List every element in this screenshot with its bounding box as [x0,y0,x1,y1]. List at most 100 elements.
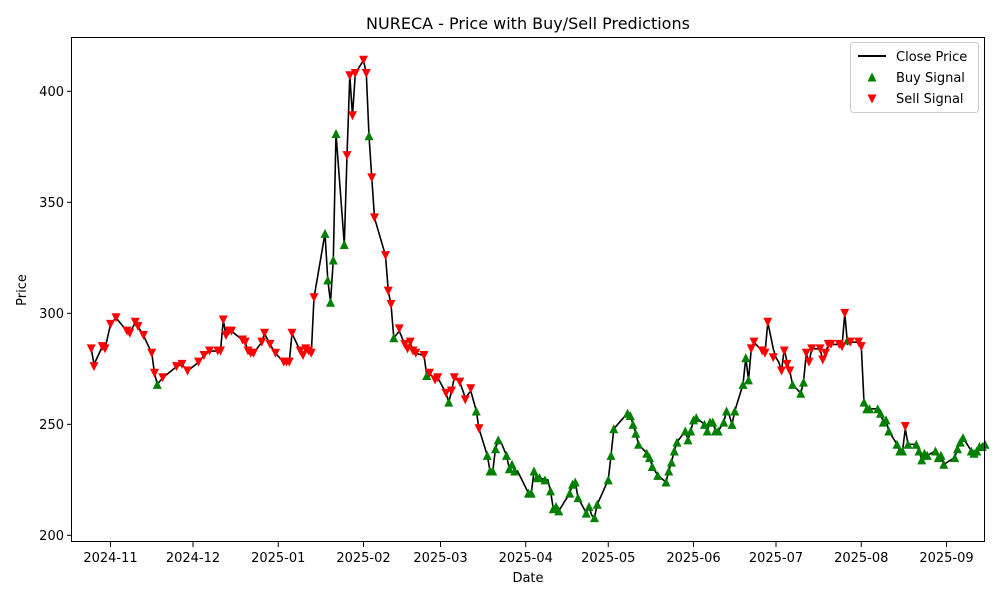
buy-signal-marker [573,493,583,503]
sell-signal-marker [749,337,759,347]
buy-signal-marker [686,426,696,436]
buy-signal-marker [744,375,753,385]
sell-signal-marker [287,328,297,338]
buy-signal-marker [444,397,454,407]
legend-label-close: Close Price [896,50,967,65]
sell-signal-marker [227,326,236,336]
buy-signal-marker [326,297,335,307]
sell-signal-marker [815,344,825,354]
sell-signal-marker [139,331,148,341]
sell-signal-marker [837,342,847,352]
sell-signal-marker [86,344,96,354]
sell-signal-marker [350,69,360,79]
buy-signal-marker [603,475,613,485]
buy-signal-marker [884,426,894,436]
buy-signal-marker [535,473,544,483]
buy-signal-marker [339,239,349,249]
sell-signal-marker [89,362,99,372]
sell-signal-marker [474,424,484,434]
sell-signal-marker [801,348,811,358]
sell-signal-marker [284,357,294,367]
buy-signal-marker [672,437,682,447]
buy-signal-marker [939,459,949,469]
buy-signal-marker [606,450,616,460]
x-tick-label: 2025-03 [413,551,467,566]
buy-signal-marker [493,435,503,445]
y-tick-label: 350 [39,196,64,211]
buy-signal-marker [323,275,333,285]
sell-signal-marker [419,350,429,360]
buy-signal-marker [911,439,921,449]
y-axis-label: Price [15,274,30,306]
buy-signal-marker [903,439,913,449]
buy-signal-marker [691,413,701,423]
sell-signal-marker [900,422,910,432]
buy-signal-marker [529,466,539,476]
buy-signal-marker [331,128,341,138]
buy-signal-marker [320,228,330,238]
sell-signal-marker [386,299,396,309]
buy-signal-marker [865,404,874,414]
buy-signal-marker [565,488,575,498]
sell-signal-marker [133,322,143,332]
sell-signal-marker [821,348,830,358]
sell-signal-marker [342,151,352,161]
close-price-line [90,59,983,519]
sell-signal-marker [768,353,778,363]
y-axis: 200 250 300 350 400 [39,85,72,544]
buy-signal-marker [590,513,599,523]
buy-signal-marker [510,466,520,476]
sell-signal-marker [172,362,181,372]
sell-signal-marker [177,359,187,369]
buy-signal-marker [584,501,594,511]
buy-signal-marker [581,508,591,518]
buy-signal-marker [898,446,907,456]
buy-signal-marker [422,370,432,380]
sell-signal-marker [782,359,792,369]
sell-signal-marker [856,342,866,352]
sell-signal-marker [405,337,415,347]
buy-signal-marker [881,415,891,425]
buy-signal-marker [609,424,619,434]
sell-signal-marker [205,346,214,356]
x-tick-label: 2025-09 [919,551,973,566]
x-tick-label: 2025-05 [581,551,635,566]
x-tick-label: 2024-12 [166,551,220,566]
buy-signal-marker [152,379,162,389]
sell-signal-markers [86,55,910,434]
buy-signal-marker [389,333,399,343]
buy-signal-marker [661,477,671,487]
buy-signal-marker [471,406,481,416]
buy-signal-marker [570,477,580,487]
buy-signal-marker [953,444,962,454]
sell-signal-marker [381,251,390,261]
sell-signal-marker [150,368,159,378]
sell-signal-marker [367,173,377,183]
buy-signal-marker [917,455,927,465]
buy-signal-marker [491,444,500,454]
buy-signal-marker [664,466,674,476]
buy-signal-marker [653,470,663,480]
sell-signal-marker [466,384,476,394]
legend-label-buy: Buy Signal [896,71,965,86]
buy-signal-marker [667,457,676,467]
sell-signal-marker [306,348,316,358]
sell-signal-marker [359,55,368,65]
legend-label-sell: Sell Signal [896,92,964,107]
sell-signal-marker [760,348,770,358]
sell-signal-marker [370,213,379,223]
sell-signal-marker [818,355,828,365]
buy-signal-marker [526,488,536,498]
sell-signal-marker [779,346,789,356]
buy-signal-marker [592,499,602,509]
sell-signal-marker [763,317,773,327]
buy-signal-marker [328,255,338,265]
legend-sell-swatch [867,94,877,104]
buy-signal-marker [738,379,748,389]
x-tick-label: 2024-11 [83,551,137,566]
sell-signal-marker [271,348,280,358]
buy-signal-marker [645,453,654,463]
x-tick-label: 2025-01 [251,551,305,566]
sell-signal-marker [840,308,850,318]
